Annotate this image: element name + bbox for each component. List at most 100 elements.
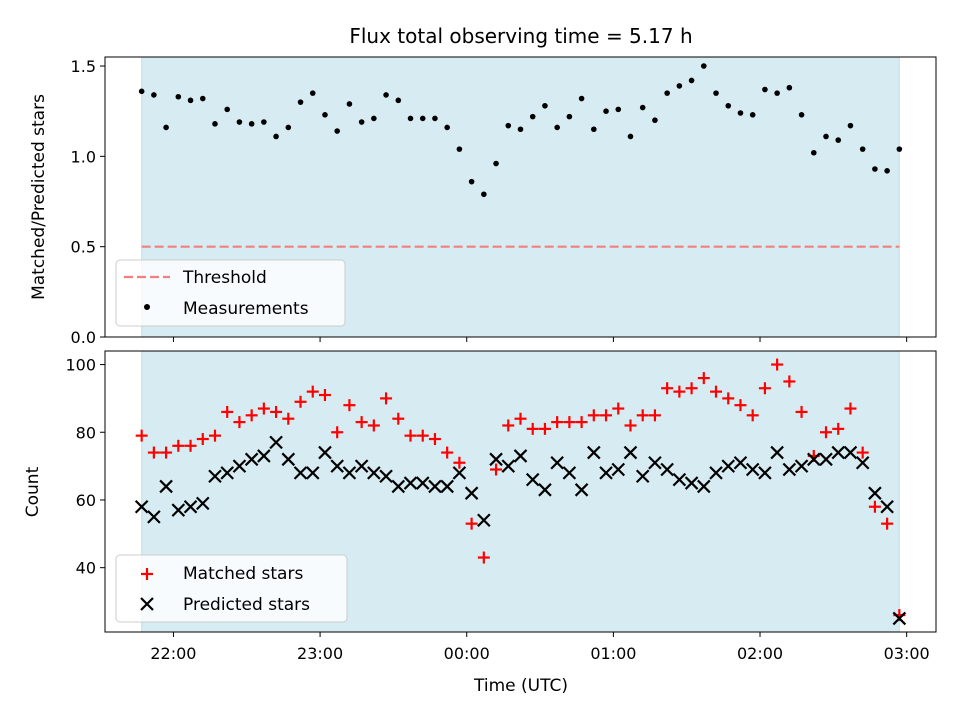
bottom-y-tick-label: 100: [65, 356, 96, 375]
predicted-star-point: [208, 469, 222, 484]
x-tick-label: 00:00: [444, 644, 490, 663]
legend-measurements-swatch: [144, 304, 150, 310]
predicted-star-point: [538, 483, 552, 497]
measurement-point: [566, 113, 573, 120]
matched-star-point: [820, 426, 833, 439]
predicted-star-point: [599, 466, 613, 480]
predicted-star-point: [550, 455, 564, 470]
measurement-point: [847, 122, 854, 129]
measurement-point: [591, 126, 597, 133]
predicted-star-point: [684, 476, 699, 490]
measurement-point: [419, 115, 426, 122]
top-y-ticks: 0.0 0.5 1.0 1.5: [71, 57, 105, 347]
measurement-point: [652, 117, 658, 124]
measurement-point: [603, 108, 609, 114]
measurement-point: [481, 191, 487, 198]
predicted-star-point: [415, 476, 430, 490]
predicted-star-point: [758, 466, 772, 480]
measurement-point: [725, 102, 732, 109]
x-tick-label: 02:00: [737, 644, 783, 663]
predicted-star-point: [403, 476, 418, 490]
bottom-x-ticks: 22:00 23:00 00:00 01:00 02:00 03:00: [150, 632, 930, 663]
bottom-legend: Matched stars Predicted stars: [115, 554, 348, 623]
measurement-point: [701, 63, 707, 69]
legend-matched-label: Matched stars: [183, 564, 303, 584]
matched-star-point: [648, 409, 661, 422]
matched-star-point: [538, 422, 551, 435]
matched-star-point: [636, 409, 649, 422]
measurement-point: [762, 86, 768, 93]
predicted-star-point: [635, 469, 650, 484]
matched-star-point: [453, 456, 466, 469]
measurement-point: [823, 133, 829, 140]
matched-star-point: [477, 551, 490, 564]
measurement-point: [786, 84, 793, 91]
bottom-y-tick-label: 80: [76, 423, 96, 442]
predicted-star-point: [342, 466, 357, 480]
predicted-star-point: [648, 455, 662, 470]
predicted-star-point: [697, 479, 711, 494]
predicted-star-point: [660, 462, 674, 477]
matched-star-point: [367, 419, 380, 432]
measurement-point: [285, 124, 292, 131]
measurement-point: [297, 99, 304, 105]
measurement-point: [407, 115, 414, 122]
matched-star-point: [392, 412, 405, 425]
measurement-point: [151, 92, 157, 98]
measurement-point: [493, 160, 499, 167]
x-tick-label: 22:00: [150, 644, 196, 663]
predicted-star-point: [257, 449, 271, 463]
matched-star-point: [380, 392, 393, 405]
measurement-point: [713, 90, 719, 96]
matched-star-point: [135, 429, 148, 442]
matched-star-point: [221, 405, 234, 418]
predicted-star-point: [623, 445, 638, 460]
measurement-point: [334, 128, 340, 134]
matched-star-point: [783, 375, 796, 388]
measurement-point: [432, 115, 438, 122]
matched-star-point: [661, 382, 674, 395]
predicted-star-point: [220, 466, 234, 480]
measurement-point: [664, 90, 670, 96]
predicted-star-point: [171, 503, 186, 517]
predicted-star-point: [391, 479, 406, 494]
predicted-star-point: [489, 452, 503, 467]
top-x-ticks: [172, 337, 908, 342]
matched-star-point: [465, 517, 478, 530]
predicted-star-point: [831, 445, 846, 460]
predicted-star-point: [770, 445, 784, 460]
predicted-star-point: [147, 510, 161, 524]
predicted-star-point: [855, 455, 870, 470]
matched-star-point: [551, 416, 564, 429]
predicted-star-point: [379, 469, 393, 484]
measurement-point: [456, 146, 463, 152]
legend-predicted-label: Predicted stars: [183, 595, 310, 615]
measurement-point: [163, 124, 169, 131]
matched-star-point: [306, 385, 319, 398]
matched-star-point: [856, 446, 869, 459]
matched-star-point: [270, 405, 283, 418]
measurement-point: [627, 133, 634, 140]
matched-star-point: [563, 416, 576, 429]
measurement-point: [872, 166, 878, 172]
bottom-y-tick-label: 40: [76, 559, 96, 578]
matched-star-point: [318, 389, 331, 402]
matched-star-point: [771, 358, 784, 371]
measurement-point: [615, 106, 622, 113]
measurement-point: [578, 95, 585, 102]
matched-star-point: [624, 419, 637, 432]
measurement-point: [859, 146, 866, 152]
measurement-point: [248, 121, 255, 127]
measurement-point: [884, 168, 890, 174]
matched-star-point: [710, 385, 723, 398]
matched-star-point: [245, 409, 258, 422]
predicted-star-point: [513, 449, 528, 463]
measurement-point: [676, 83, 683, 89]
predicted-star-point: [574, 483, 589, 497]
matched-star-point: [490, 463, 503, 476]
predicted-star-point: [330, 459, 344, 473]
matched-star-point: [184, 439, 197, 452]
measurement-point: [835, 137, 842, 143]
legend-measurements-label: Measurements: [183, 299, 309, 319]
